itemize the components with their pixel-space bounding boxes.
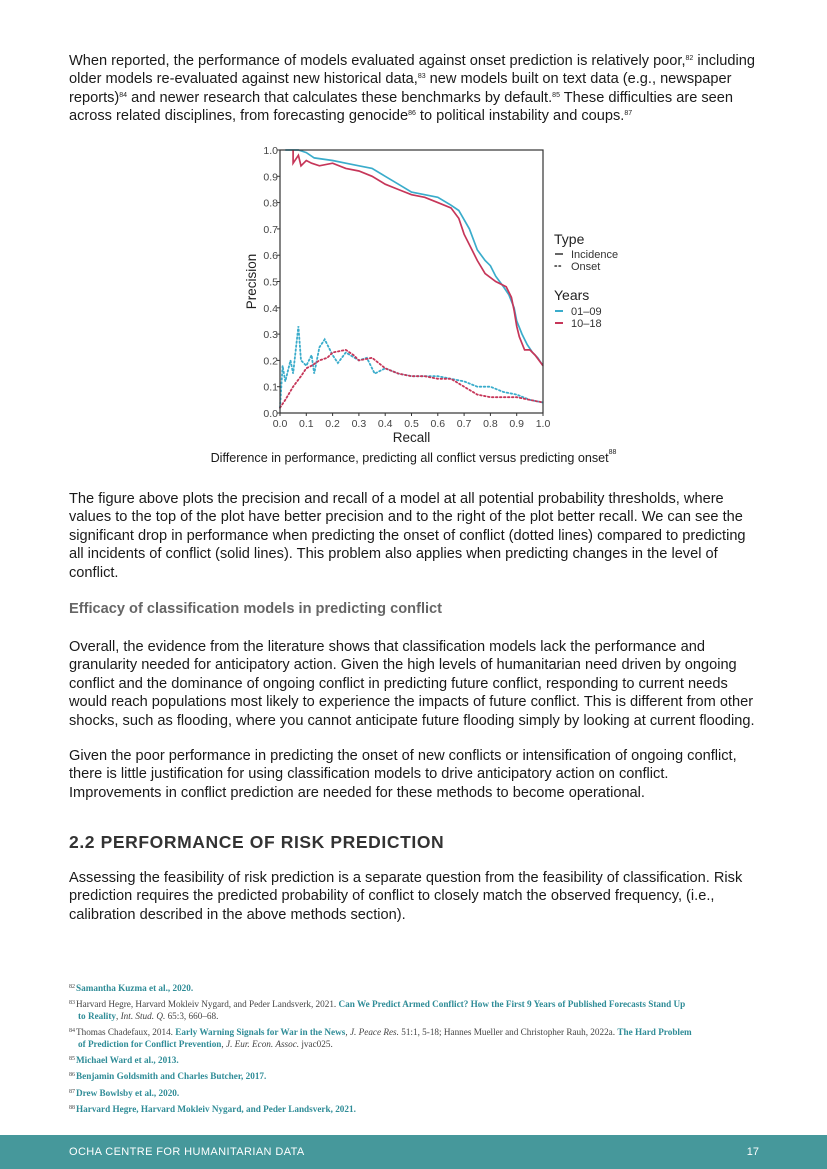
footnote-text: 65:3, 660–68. (165, 1010, 219, 1021)
y-tick-label: 0.7 (263, 224, 278, 236)
footnote-number: 83 (69, 1000, 75, 1007)
legend-years-title: Years (554, 287, 589, 303)
citation-link[interactable]: Drew Bowlsby et al., 2020. (76, 1087, 180, 1098)
footnote-87: 87Drew Bowlsby et al., 2020. (69, 1088, 769, 1099)
y-tick-label: 0.0 (263, 408, 278, 420)
footnote-ref-83[interactable]: 83 (417, 73, 426, 81)
journal-name: Int. Stud. Q. (120, 1010, 166, 1021)
footnote-text: Harvard Hegre, Harvard Mokleiv Nygard, a… (76, 999, 339, 1010)
figure-caption: Difference in performance, predicting al… (210, 449, 617, 465)
citation-link[interactable]: to Reality (78, 1010, 117, 1021)
y-tick-label: 0.1 (263, 382, 278, 394)
footnote-82: 82Samantha Kuzma et al., 2020. (69, 983, 769, 994)
footnote-text: , (221, 1038, 226, 1049)
series-line-onset-01-09 (279, 326, 544, 409)
intro-paragraph: When reported, the performance of models… (69, 53, 755, 125)
citation-link[interactable]: Benjamin Goldsmith and Charles Butcher, … (76, 1071, 267, 1082)
x-tick-label: 0.5 (404, 418, 419, 430)
y-tick-label: 0.2 (263, 355, 278, 367)
footnote-text: Thomas Chadefaux, 2014. (76, 1027, 176, 1038)
legend-label-incidence: Incidence (571, 249, 618, 261)
plot-frame (279, 149, 544, 414)
efficacy-paragraph-1: Overall, the evidence from the literatur… (69, 639, 755, 729)
figure-description-paragraph: The figure above plots the precision and… (69, 491, 746, 581)
legend-type-title: Type (554, 231, 585, 247)
citation-link[interactable]: Samantha Kuzma et al., 2020. (76, 983, 194, 993)
footnote-continuation: to Reality, Int. Stud. Q. 65:3, 660–68. (69, 1011, 769, 1022)
footnote-text: 51:1, 5-18; Hannes Mueller and Christoph… (398, 1027, 618, 1038)
footnote-ref-85[interactable]: 85 (552, 91, 560, 99)
y-tick-label: 0.4 (263, 303, 278, 315)
x-tick-label: 0.0 (273, 418, 288, 430)
series-line-onset-10-18 (279, 348, 544, 409)
footnote-continuation: of Prediction for Conflict Prevention, J… (69, 1039, 769, 1050)
x-tick-label: 0.9 (509, 418, 524, 430)
page-footer: OCHA CENTRE FOR HUMANITARIAN DATA 17 (0, 1135, 827, 1169)
x-axis-label: Recall (393, 430, 431, 445)
y-tick-label: 1.0 (263, 145, 278, 157)
footer-org-name: OCHA CENTRE FOR HUMANITARIAN DATA (69, 1146, 305, 1158)
y-tick-label: 0.3 (263, 329, 278, 341)
footnote-ref-87[interactable]: 87 (624, 110, 633, 118)
footnote-number: 84 (69, 1028, 75, 1035)
legend-label-onset: Onset (571, 261, 600, 273)
x-tick-label: 0.8 (483, 418, 498, 430)
x-tick-label: 1.0 (536, 418, 551, 430)
footnote-83: 83Harvard Hegre, Harvard Mokleiv Nygard,… (69, 999, 769, 1022)
section-heading: 2.2 PERFORMANCE OF RISK PREDICTION (69, 832, 445, 852)
efficacy-paragraph-2: Given the poor performance in predicting… (69, 748, 737, 801)
page-number: 17 (746, 1146, 759, 1158)
citation-link[interactable]: The Hard Problem (617, 1027, 692, 1038)
citation-link[interactable]: Can We Predict Armed Conflict? How the F… (338, 999, 686, 1010)
footnote-number: 88 (69, 1105, 75, 1112)
citation-link[interactable]: Harvard Hegre, Harvard Mokleiv Nygard, a… (76, 1104, 356, 1115)
footnote-number: 86 (69, 1072, 75, 1079)
y-tick-label: 0.9 (263, 171, 278, 183)
journal-name: J. Eur. Econ. Assoc. (226, 1038, 300, 1049)
y-tick-label: 0.8 (263, 198, 278, 210)
footnotes: 82Samantha Kuzma et al., 2020. 83Harvard … (69, 983, 769, 1121)
footnote-ref-88[interactable]: 88 (608, 449, 617, 456)
x-tick-label: 0.3 (352, 418, 367, 430)
footnote-88: 88Harvard Hegre, Harvard Mokleiv Nygard,… (69, 1104, 769, 1115)
footnote-ref-84[interactable]: 84 (119, 91, 128, 99)
legend-label-years: 10–18 (571, 318, 602, 330)
x-tick-label: 0.1 (299, 418, 314, 430)
legend-label-years: 01–09 (571, 306, 602, 318)
footnote-text: jvac025. (299, 1038, 333, 1049)
y-tick-label: 0.6 (263, 250, 278, 262)
footnote-number: 85 (69, 1056, 75, 1063)
precision-recall-chart: 0.0 0.1 0.2 0.3 0.4 0.5 0.6 0.7 0.8 0.9 1.0 0.0 0.1 0… (244, 145, 618, 445)
series-line-incidence-10-18 (292, 150, 544, 367)
risk-paragraph: Assessing the feasibility of risk predic… (69, 870, 743, 923)
footnote-ref-86[interactable]: 86 (408, 110, 416, 118)
citation-link[interactable]: Michael Ward et al., 2013. (76, 1055, 179, 1066)
x-tick-label: 0.4 (378, 418, 393, 430)
series-line-incidence-01-09 (285, 149, 544, 367)
citation-link[interactable]: Early Warning Signals for War in the New… (175, 1027, 346, 1038)
footnote-84: 84Thomas Chadefaux, 2014. Early Warning … (69, 1027, 769, 1050)
citation-link[interactable]: of Prediction for Conflict Prevention (78, 1038, 222, 1049)
y-axis-label: Precision (244, 254, 259, 310)
x-tick-label: 0.6 (430, 418, 445, 430)
x-tick-label: 0.2 (325, 418, 340, 430)
footnote-85: 85Michael Ward et al., 2013. (69, 1055, 769, 1066)
y-tick-label: 0.5 (263, 277, 278, 289)
footnote-ref-82[interactable]: 82 (685, 55, 694, 62)
x-tick-label: 0.7 (457, 418, 472, 430)
footnote-text: , (345, 1027, 350, 1038)
footnote-number: 82 (69, 984, 75, 990)
efficacy-subheading: Efficacy of classification models in pre… (69, 601, 443, 617)
footnote-text: , (116, 1010, 121, 1021)
footnote-number: 87 (69, 1088, 75, 1095)
journal-name: J. Peace Res. (349, 1027, 399, 1038)
footnote-86: 86Benjamin Goldsmith and Charles Butcher… (69, 1071, 769, 1082)
